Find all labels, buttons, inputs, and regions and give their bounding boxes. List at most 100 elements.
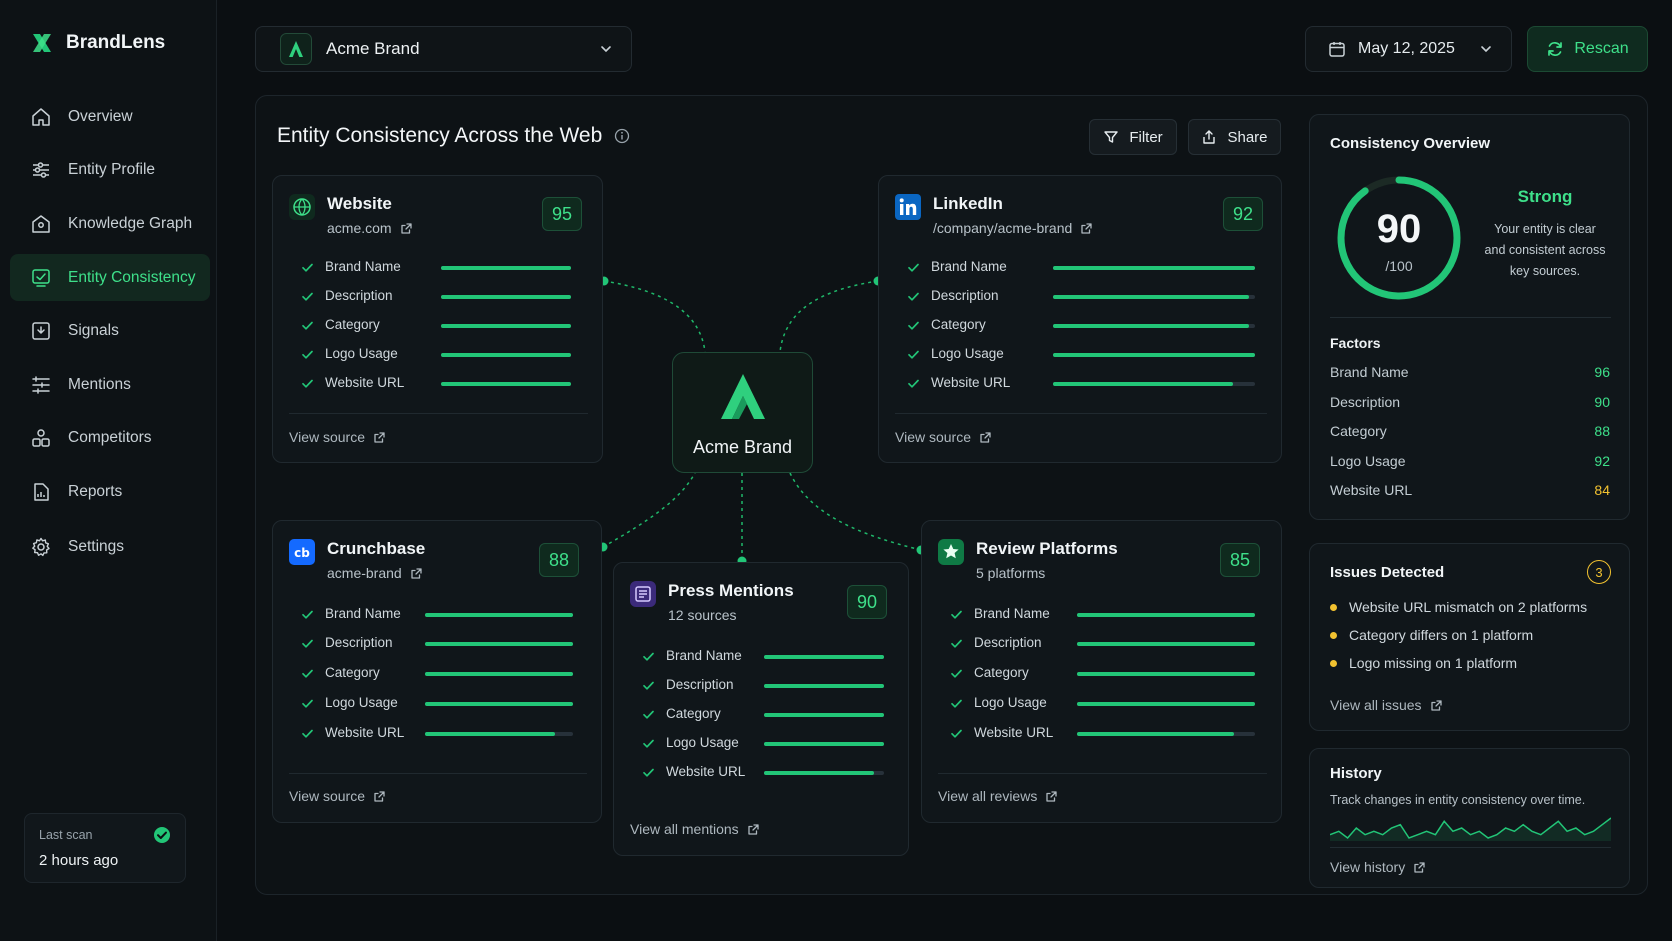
sidebar-item-entity-profile[interactable]: Entity Profile	[10, 146, 210, 193]
sidebar-item-label: Reports	[68, 482, 123, 500]
sidebar-item-competitors[interactable]: Competitors	[10, 414, 210, 461]
check-icon	[302, 350, 313, 359]
warning-dot-icon	[1330, 603, 1337, 611]
sidebar-item-reports[interactable]: Reports	[10, 468, 210, 515]
sidebar-item-label: Entity Consistency	[68, 268, 196, 286]
divider	[1330, 847, 1611, 848]
metric-label: Brand Name	[325, 606, 401, 621]
check-icon	[951, 639, 962, 648]
sidebar-item-settings[interactable]: Settings	[10, 523, 210, 570]
sidebar-item-knowledge-graph[interactable]: Knowledge Graph	[10, 200, 210, 247]
metric-row: Description	[907, 287, 1271, 307]
metric-bar-fill	[1053, 295, 1249, 299]
sidebar-item-signals[interactable]: Signals	[10, 307, 210, 354]
card-subtitle-text: /company/acme-brand	[933, 220, 1073, 236]
metric-bar-fill	[425, 702, 573, 706]
brandlens-logo-icon	[33, 34, 51, 52]
factors-title: Factors	[1330, 335, 1381, 351]
factor-row: Category 88	[1330, 423, 1610, 439]
rescan-button[interactable]: Rescan	[1527, 26, 1648, 72]
issue-text: Category differs on 1 platform	[1349, 627, 1534, 643]
sidebar-item-entity-consistency[interactable]: Entity Consistency	[10, 254, 210, 301]
filter-icon	[1104, 131, 1119, 143]
metric-bar-track	[441, 382, 571, 386]
app-logo[interactable]: BrandLens	[30, 31, 165, 55]
brand-selector[interactable]: Acme Brand	[255, 26, 632, 72]
report-icon	[34, 482, 49, 501]
metric-row: Website URL	[301, 724, 591, 744]
calendar-icon	[1329, 42, 1345, 57]
card-subtitle[interactable]: /company/acme-brand	[933, 220, 1093, 236]
card-subtitle[interactable]: acme-brand	[327, 565, 425, 581]
metric-bar-track	[1053, 353, 1255, 357]
users-icon	[32, 428, 50, 447]
overview-description-line: key sources.	[1509, 264, 1581, 278]
factor-row: Brand Name 96	[1330, 364, 1610, 380]
score-badge: 88	[539, 543, 579, 577]
linkedin-link[interactable]: View source	[895, 429, 992, 445]
overview-score: 90	[1376, 207, 1422, 251]
newspaper-icon	[630, 581, 656, 607]
card-title: Crunchbase	[327, 539, 426, 558]
sidebar-item-mentions[interactable]: Mentions	[10, 361, 210, 408]
card-header: Website acme.com	[289, 194, 413, 236]
website-link[interactable]: View source	[289, 429, 386, 445]
card-subtitle-text: acme-brand	[327, 565, 402, 581]
check-icon	[643, 739, 654, 748]
filter-button[interactable]: Filter	[1089, 119, 1177, 155]
share-button[interactable]: Share	[1188, 119, 1281, 155]
metric-bar-fill	[441, 382, 571, 386]
score-badge: 85	[1220, 543, 1260, 577]
star-icon	[938, 539, 964, 565]
metric-bar-fill	[764, 742, 884, 746]
external-link-icon	[411, 567, 422, 579]
issue-item: Website URL mismatch on 2 platforms	[1330, 599, 1587, 615]
card-link-label: View source	[289, 788, 366, 804]
metric-bar-track	[1053, 266, 1255, 270]
metric-bar-track	[764, 713, 884, 717]
review-platforms-link[interactable]: View all reviews	[938, 788, 1058, 804]
sidebar-item-overview[interactable]: Overview	[10, 93, 210, 140]
crunchbase-icon: cb	[289, 539, 315, 565]
brand-selector-value: Acme Brand	[326, 39, 420, 58]
metric-bar-track	[764, 684, 884, 688]
factor-row: Description 90	[1330, 394, 1610, 410]
check-icon	[302, 292, 313, 301]
score-ring-fill	[1337, 176, 1461, 300]
metric-row: Logo Usage	[642, 734, 898, 754]
factor-label: Website URL	[1330, 482, 1413, 498]
share-label: Share	[1227, 128, 1268, 146]
metric-label: Brand Name	[666, 648, 742, 663]
press-mentions-link[interactable]: View all mentions	[630, 821, 760, 837]
metric-bar-fill	[1077, 613, 1255, 617]
card-link-label: View all mentions	[630, 821, 739, 837]
issues-title: Issues Detected	[1330, 564, 1445, 581]
issues-card: Issues Detected 3 Website URL mismatch o…	[1309, 543, 1630, 731]
metric-label: Website URL	[666, 764, 746, 779]
check-icon	[302, 610, 313, 619]
date-selector[interactable]: May 12, 2025	[1305, 26, 1512, 72]
view-history-link[interactable]: View history	[1330, 859, 1426, 875]
date-selector-value: May 12, 2025	[1358, 40, 1455, 57]
card-subtitle[interactable]: acme.com	[327, 220, 413, 236]
metric-row: Category	[950, 664, 1271, 684]
chevron-down-icon	[1481, 46, 1491, 53]
metric-bar-fill	[764, 655, 884, 659]
crunchbase-link[interactable]: View source	[289, 788, 386, 804]
info-icon[interactable]	[614, 128, 630, 144]
metric-row: Logo Usage	[907, 345, 1271, 365]
issue-item: Category differs on 1 platform	[1330, 627, 1533, 643]
center-entity-node[interactable]: Acme Brand	[672, 352, 813, 473]
metric-bar-fill	[1053, 324, 1249, 328]
issue-text: Website URL mismatch on 2 platforms	[1349, 599, 1588, 615]
divider	[1330, 317, 1611, 318]
rescan-label: Rescan	[1574, 40, 1629, 57]
check-icon	[908, 263, 919, 272]
check-icon	[302, 639, 313, 648]
list-icon	[32, 375, 50, 394]
check-icon	[908, 321, 919, 330]
metric-label: Description	[931, 288, 999, 303]
sidebar-item-label: Knowledge Graph	[68, 214, 193, 232]
score-ring	[1337, 176, 1461, 300]
view-all-issues-link[interactable]: View all issues	[1330, 697, 1443, 713]
